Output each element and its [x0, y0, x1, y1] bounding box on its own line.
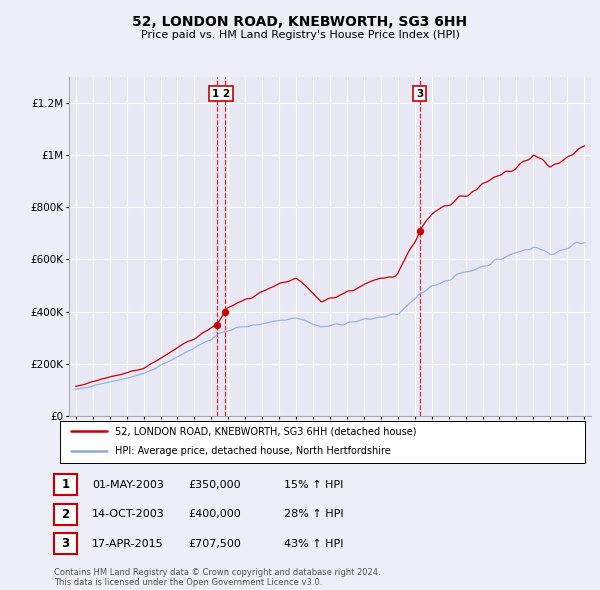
- Text: 15% ↑ HPI: 15% ↑ HPI: [284, 480, 343, 490]
- Text: 3: 3: [416, 88, 423, 99]
- Text: 1 2: 1 2: [212, 88, 230, 99]
- Text: HPI: Average price, detached house, North Hertfordshire: HPI: Average price, detached house, Nort…: [115, 446, 391, 456]
- Text: 3: 3: [61, 537, 70, 550]
- Text: 01-MAY-2003: 01-MAY-2003: [92, 480, 164, 490]
- Text: Price paid vs. HM Land Registry's House Price Index (HPI): Price paid vs. HM Land Registry's House …: [140, 30, 460, 40]
- Text: Contains HM Land Registry data © Crown copyright and database right 2024.
This d: Contains HM Land Registry data © Crown c…: [54, 568, 380, 587]
- Point: [212, 320, 222, 329]
- Text: 52, LONDON ROAD, KNEBWORTH, SG3 6HH (detached house): 52, LONDON ROAD, KNEBWORTH, SG3 6HH (det…: [115, 427, 416, 436]
- Text: 52, LONDON ROAD, KNEBWORTH, SG3 6HH: 52, LONDON ROAD, KNEBWORTH, SG3 6HH: [133, 15, 467, 29]
- Text: 1: 1: [61, 478, 70, 491]
- Text: 14-OCT-2003: 14-OCT-2003: [92, 509, 164, 519]
- Text: 2: 2: [61, 507, 70, 520]
- Point: [415, 227, 424, 236]
- Text: £350,000: £350,000: [188, 480, 241, 490]
- Text: £707,500: £707,500: [188, 539, 241, 549]
- Text: 43% ↑ HPI: 43% ↑ HPI: [284, 539, 343, 549]
- Text: £400,000: £400,000: [188, 509, 241, 519]
- Text: 28% ↑ HPI: 28% ↑ HPI: [284, 509, 343, 519]
- Text: 17-APR-2015: 17-APR-2015: [92, 539, 163, 549]
- Point: [220, 307, 230, 316]
